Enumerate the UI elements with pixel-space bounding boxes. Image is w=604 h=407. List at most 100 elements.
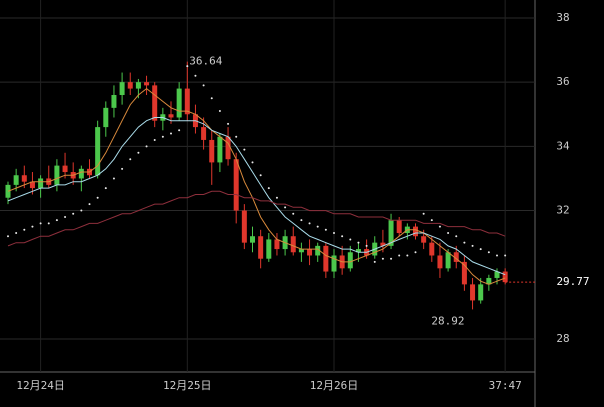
indicator-dot	[381, 257, 384, 260]
candle-body	[429, 242, 435, 256]
indicator-dot	[178, 129, 181, 132]
indicator-dot	[300, 219, 303, 222]
candle-body	[380, 242, 386, 246]
indicator-dot	[349, 238, 352, 241]
candle-body	[111, 95, 117, 108]
candle-body	[29, 181, 35, 189]
indicator-dot	[235, 135, 238, 138]
candle-body	[119, 82, 125, 96]
indicator-dot	[194, 74, 197, 77]
candle-body	[266, 239, 272, 259]
indicator-dot	[275, 196, 278, 199]
indicator-dot	[284, 206, 287, 209]
candle-body	[127, 82, 133, 89]
indicator-dot	[504, 254, 507, 257]
indicator-dot	[471, 244, 474, 247]
indicator-dot	[161, 135, 164, 138]
candle-body	[421, 236, 427, 243]
indicator-dot	[455, 235, 458, 238]
candle-body	[355, 249, 361, 253]
indicator-dot	[88, 203, 91, 206]
candle-body	[315, 245, 321, 256]
indicator-dot	[170, 132, 172, 135]
candle-body	[307, 249, 313, 256]
x-tick-label: 12月25日	[163, 379, 212, 392]
indicator-dot	[121, 167, 124, 170]
candle-body	[445, 252, 451, 269]
candle-body	[209, 139, 215, 163]
candle-body	[274, 239, 280, 250]
indicator-dot	[137, 151, 140, 154]
candle-body	[103, 107, 109, 128]
candle-body	[78, 168, 84, 179]
x-tick-label: 12月24日	[16, 379, 65, 392]
candle-body	[347, 252, 353, 269]
x-tick-label: 12月26日	[310, 379, 359, 392]
indicator-dot	[104, 187, 107, 190]
last-price-label: 29.77	[556, 275, 589, 288]
indicator-dot	[112, 177, 115, 180]
indicator-dot	[267, 187, 270, 190]
candle-body	[168, 114, 174, 118]
indicator-dot	[398, 254, 401, 257]
candle-body	[95, 127, 101, 176]
last-price-box	[536, 274, 604, 291]
indicator-dot	[316, 225, 319, 228]
candle-body	[323, 245, 329, 272]
candle-body	[396, 220, 402, 234]
moving-average-line	[7, 87, 506, 285]
moving-average-line	[7, 190, 506, 247]
candle-body	[494, 271, 500, 278]
candle-body	[258, 236, 264, 259]
indicator-dot	[145, 145, 148, 148]
indicator-dot	[251, 161, 254, 164]
candle-body	[152, 85, 158, 121]
indicator-dot	[487, 251, 490, 254]
indicator-dot	[243, 148, 246, 151]
indicator-dot	[308, 222, 311, 225]
candle-body	[290, 236, 296, 253]
indicator-dot	[259, 174, 262, 177]
indicator-dot	[365, 244, 368, 247]
candle-body	[331, 255, 337, 272]
indicator-dot	[15, 232, 18, 235]
candle-body	[21, 175, 27, 182]
indicator-dot	[479, 248, 482, 251]
candle-body	[413, 226, 418, 237]
indicator-dot	[438, 225, 441, 228]
indicator-dot	[357, 241, 360, 244]
candle-body	[217, 136, 223, 163]
indicator-dot	[414, 251, 417, 254]
indicator-dot	[64, 215, 67, 218]
indicator-dot	[373, 260, 376, 263]
indicator-dot	[292, 212, 295, 215]
candle-body	[388, 220, 394, 246]
indicator-dot	[333, 232, 335, 235]
candle-body	[135, 82, 141, 89]
min-label: 28.92	[431, 314, 464, 327]
y-tick-label: 38	[556, 11, 569, 24]
candle-body	[461, 261, 467, 285]
candle-body	[486, 277, 492, 285]
indicator-dot	[39, 222, 42, 225]
indicator-dot	[47, 222, 50, 225]
candle-body	[144, 82, 150, 86]
indicator-dot	[153, 138, 156, 141]
candle-body	[54, 165, 60, 185]
candle-body	[453, 252, 459, 262]
indicator-dot	[23, 228, 26, 231]
candle-body	[298, 249, 304, 253]
candle-body	[233, 159, 239, 211]
indicator-dot	[324, 228, 327, 231]
indicator-dot	[496, 254, 498, 257]
candle-body	[201, 127, 207, 140]
moving-average-line	[7, 117, 506, 276]
y-tick-label: 36	[556, 75, 569, 88]
indicator-dot	[186, 65, 189, 68]
candle-body	[250, 236, 255, 243]
candle-body	[225, 136, 231, 160]
indicator-dot	[447, 232, 450, 235]
